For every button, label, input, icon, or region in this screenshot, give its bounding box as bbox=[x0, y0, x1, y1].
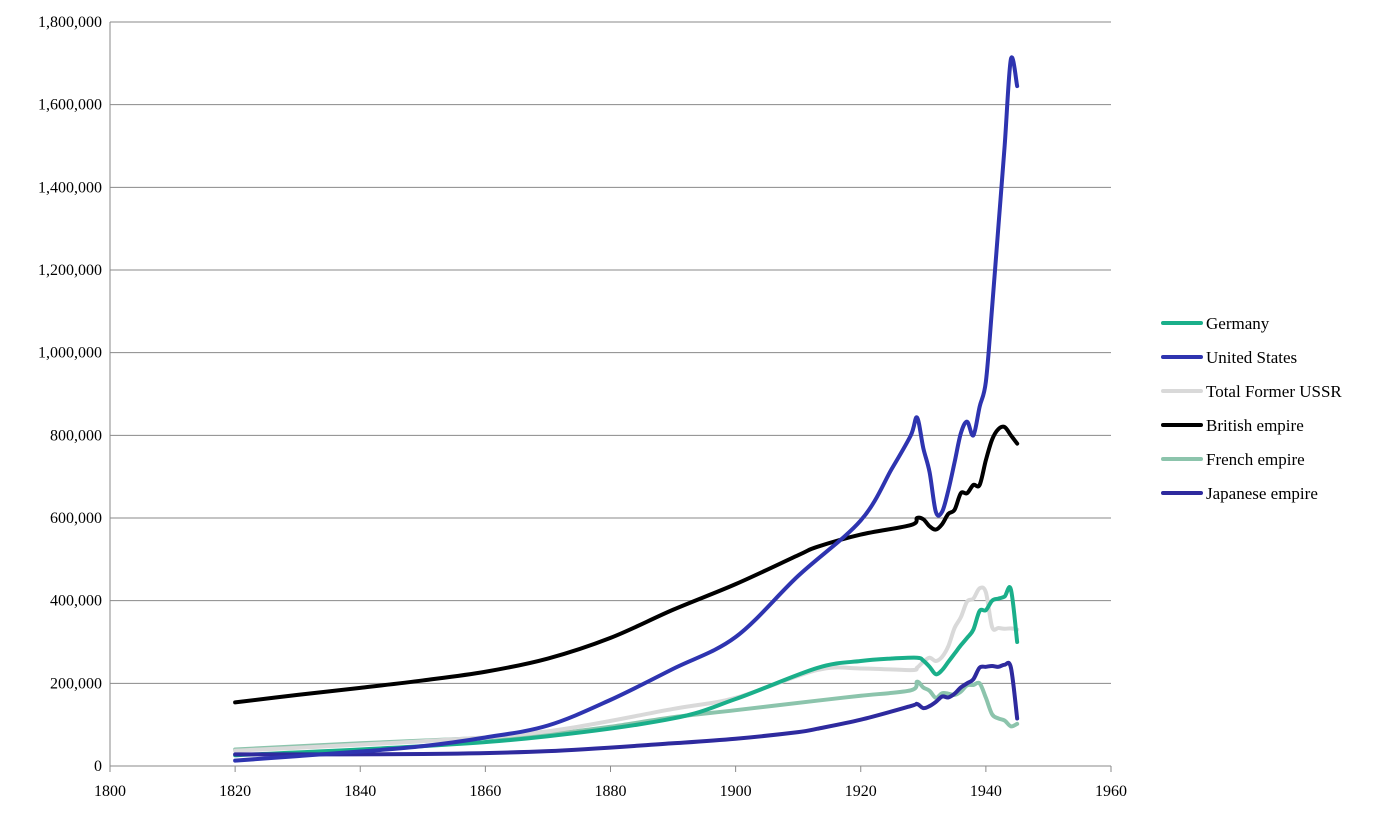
axes: 0 200,000 400,000 600,000 800,000 1,000,000 1,… bbox=[38, 14, 1127, 800]
series-lines bbox=[233, 55, 1020, 763]
y-tick-label: 600,000 bbox=[50, 510, 102, 527]
y-tick-label: 1,600,000 bbox=[38, 97, 102, 114]
legend: Germany United States Total Former USSR Bri… bbox=[1161, 314, 1342, 503]
series-line-japanese-empire bbox=[233, 660, 1020, 757]
series-line-total-former-ussr bbox=[233, 585, 1020, 753]
legend-label-british-empire: British empire bbox=[1206, 416, 1304, 435]
x-tick-label: 1820 bbox=[219, 783, 251, 800]
x-tick-label: 1840 bbox=[344, 783, 376, 800]
x-tick-label: 1800 bbox=[94, 783, 126, 800]
gridlines bbox=[110, 21, 1111, 767]
x-tick-label: 1940 bbox=[970, 783, 1002, 800]
y-tick-label: 1,200,000 bbox=[38, 262, 102, 279]
x-tick-label: 1920 bbox=[845, 783, 877, 800]
series-line-germany bbox=[233, 585, 1020, 758]
legend-label-total-former-ussr: Total Former USSR bbox=[1206, 382, 1342, 401]
y-tick-label: 0 bbox=[94, 758, 102, 775]
y-tick-label: 1,400,000 bbox=[38, 179, 102, 196]
y-tick-label: 800,000 bbox=[50, 427, 102, 444]
y-tick-label: 1,800,000 bbox=[38, 14, 102, 31]
y-tick-label: 1,000,000 bbox=[38, 345, 102, 362]
x-tick-label: 1960 bbox=[1095, 783, 1127, 800]
series-line-british-empire bbox=[233, 424, 1020, 705]
x-tick-label: 1860 bbox=[469, 783, 501, 800]
x-tick-label: 1900 bbox=[720, 783, 752, 800]
legend-label-germany: Germany bbox=[1206, 314, 1270, 333]
legend-label-japanese-empire: Japanese empire bbox=[1206, 484, 1318, 503]
x-tick-label: 1880 bbox=[595, 783, 627, 800]
legend-label-french-empire: French empire bbox=[1206, 450, 1305, 469]
y-tick-label: 200,000 bbox=[50, 675, 102, 692]
y-tick-label: 400,000 bbox=[50, 593, 102, 610]
legend-label-united-states: United States bbox=[1206, 348, 1297, 367]
series-line-united-states bbox=[233, 55, 1020, 763]
